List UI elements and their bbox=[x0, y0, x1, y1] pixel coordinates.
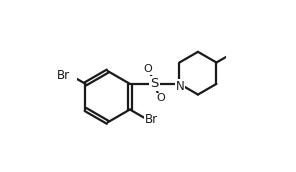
Text: O: O bbox=[143, 64, 152, 74]
Text: Br: Br bbox=[57, 69, 70, 82]
Text: N: N bbox=[176, 79, 184, 93]
Text: N: N bbox=[176, 79, 184, 93]
Text: S: S bbox=[150, 77, 159, 90]
Text: O: O bbox=[156, 93, 165, 103]
Text: Br: Br bbox=[145, 113, 158, 126]
Text: S: S bbox=[150, 77, 159, 90]
